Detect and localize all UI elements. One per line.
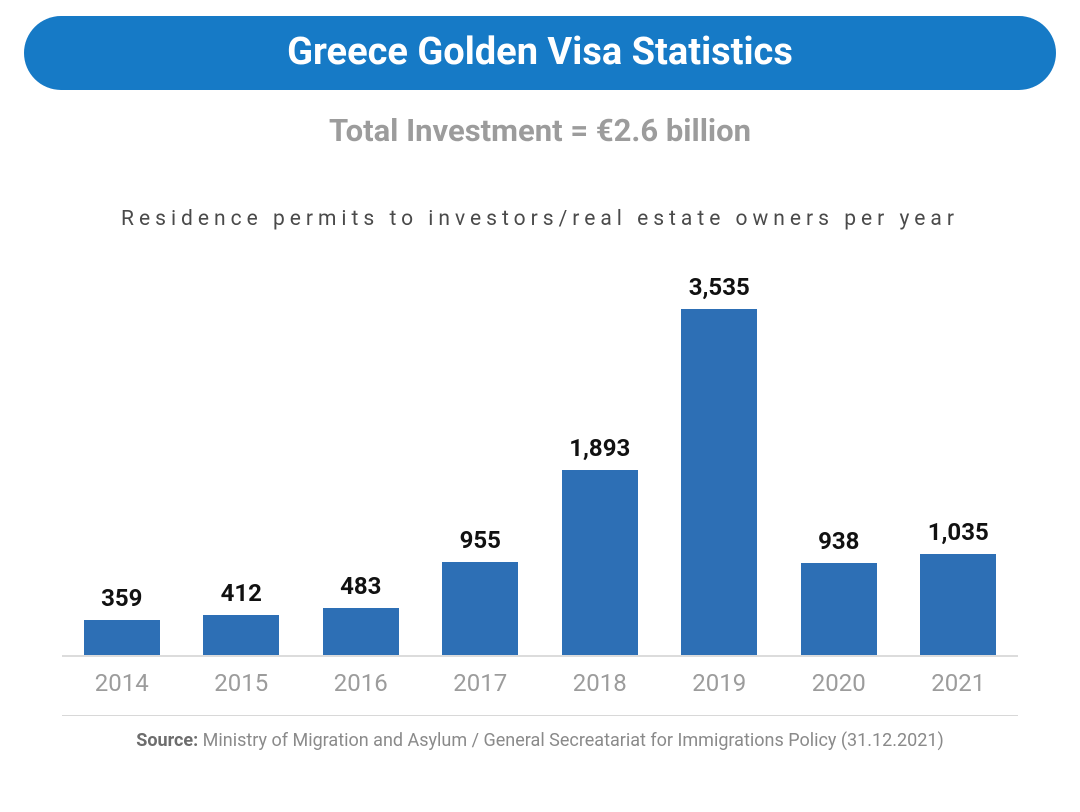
source-line: Source: Ministry of Migration and Asylum… [20, 730, 1060, 751]
bar-slot: 3,535 [660, 261, 780, 655]
bar [84, 620, 160, 655]
bar-value-label: 1,893 [569, 434, 630, 462]
bar [442, 562, 518, 655]
bar-value-label: 412 [221, 579, 262, 607]
title-pill: Greece Golden Visa Statistics [24, 16, 1056, 90]
x-axis-label: 2014 [62, 661, 182, 701]
bars-row: 359 412 483 955 1,893 3,535 938 1,035 [62, 261, 1018, 655]
x-axis-labels: 20142015201620172018201920202021 [62, 661, 1018, 701]
x-axis-label: 2018 [540, 661, 660, 701]
bar-slot: 359 [62, 261, 182, 655]
chart-caption: Residence permits to investors/real esta… [20, 207, 1060, 231]
source-label: Source: [136, 730, 198, 751]
source-text: Ministry of Migration and Asylum / Gener… [203, 730, 944, 751]
x-axis-line [62, 655, 1018, 657]
bar-value-label: 3,535 [689, 273, 750, 301]
subtitle: Total Investment = €2.6 billion [20, 112, 1060, 149]
bar-slot: 955 [421, 261, 541, 655]
x-axis-label: 2016 [301, 661, 421, 701]
x-axis-label: 2020 [779, 661, 899, 701]
bar [920, 554, 996, 655]
bar-value-label: 1,035 [928, 518, 989, 546]
bar-slot: 483 [301, 261, 421, 655]
bar [801, 563, 877, 655]
bar-value-label: 938 [818, 527, 859, 555]
bar-slot: 412 [182, 261, 302, 655]
bar-slot: 938 [779, 261, 899, 655]
x-axis-label: 2021 [899, 661, 1019, 701]
bar [562, 470, 638, 655]
x-axis-label: 2015 [182, 661, 302, 701]
x-axis-label: 2017 [421, 661, 541, 701]
bar-slot: 1,035 [899, 261, 1019, 655]
bar-chart: 3594124839551,8933,5359381,035 201420152… [62, 261, 1018, 701]
source-separator [62, 715, 1018, 716]
bar [203, 615, 279, 655]
page-title: Greece Golden Visa Statistics [287, 30, 793, 74]
bar [323, 608, 399, 655]
bar-value-label: 359 [101, 584, 142, 612]
bar-slot: 1,893 [540, 261, 660, 655]
bar-value-label: 955 [460, 526, 501, 554]
x-axis-label: 2019 [660, 661, 780, 701]
bar [681, 309, 757, 655]
bar-value-label: 483 [340, 572, 381, 600]
